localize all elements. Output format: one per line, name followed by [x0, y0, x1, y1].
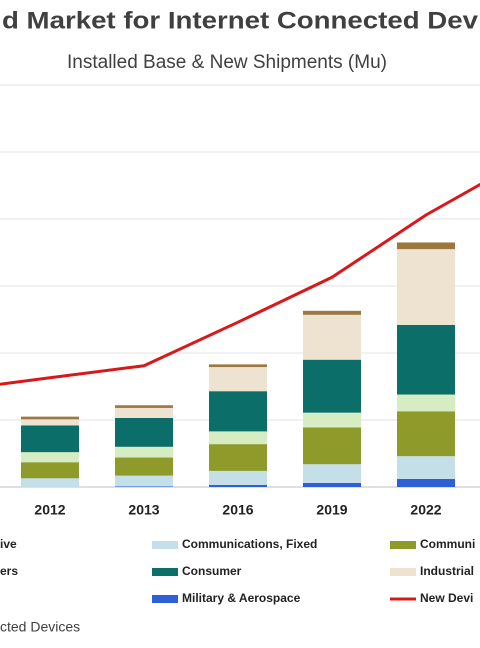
bar-segment	[303, 464, 361, 483]
x-tick-label: 2019	[316, 502, 347, 518]
bar-segment	[303, 427, 361, 465]
bar-segment	[397, 411, 455, 457]
legend-swatch	[390, 541, 416, 549]
legend-swatch	[390, 568, 416, 576]
bar-segment	[21, 452, 79, 463]
legend-label: ive	[0, 537, 17, 551]
bar-segment	[115, 417, 173, 447]
bar-segment	[303, 359, 361, 413]
legend-label: ers	[0, 564, 18, 578]
bar-segment	[21, 419, 79, 426]
x-tick-label: 2012	[34, 502, 65, 518]
bar-segment	[209, 484, 267, 487]
bar-segment	[397, 249, 455, 325]
bar-segment	[209, 431, 267, 445]
legend-label: Communi	[420, 537, 475, 551]
bar-segment	[303, 482, 361, 487]
legend-label: Military & Aerospace	[182, 591, 301, 605]
bar-segment	[115, 405, 173, 408]
bar-segment	[397, 324, 455, 395]
bar-segment	[21, 478, 79, 487]
legend-label: New Devi	[420, 591, 473, 605]
bar-segment	[115, 475, 173, 487]
bar-segment	[303, 310, 361, 315]
chart-title: d Market for Internet Connected Dev	[2, 7, 479, 34]
bar-segment	[115, 457, 173, 476]
bar-segment	[397, 456, 455, 479]
legend-label: Communications, Fixed	[182, 537, 317, 551]
bar-segment	[21, 462, 79, 479]
bar-segment	[397, 478, 455, 487]
bar-segment	[209, 444, 267, 471]
bar-segment	[209, 367, 267, 392]
bar-segment	[397, 242, 455, 250]
x-tick-label: 2013	[128, 502, 159, 518]
line-series	[0, 182, 480, 386]
bar-segment	[115, 486, 173, 487]
legend-label: Consumer	[182, 564, 242, 578]
bar-segment	[209, 364, 267, 368]
legend-swatch	[152, 541, 178, 549]
bar-segment	[209, 470, 267, 485]
legend-swatch	[152, 595, 178, 603]
chart-subtitle: Installed Base & New Shipments (Mu)	[67, 52, 387, 73]
legend-label: Industrial	[420, 564, 474, 578]
bar-segment	[115, 446, 173, 458]
bar-segment	[303, 314, 361, 360]
bar-segment	[21, 416, 79, 420]
bar-segment	[397, 394, 455, 412]
legend-swatch	[152, 568, 178, 576]
bar-segment	[209, 391, 267, 432]
bar-segment	[303, 412, 361, 428]
footnote: cted Devices	[0, 619, 80, 635]
x-tick-label: 2022	[410, 502, 441, 518]
bar-segment	[21, 425, 79, 453]
bar-segment	[115, 407, 173, 418]
x-tick-label: 2016	[222, 502, 253, 518]
